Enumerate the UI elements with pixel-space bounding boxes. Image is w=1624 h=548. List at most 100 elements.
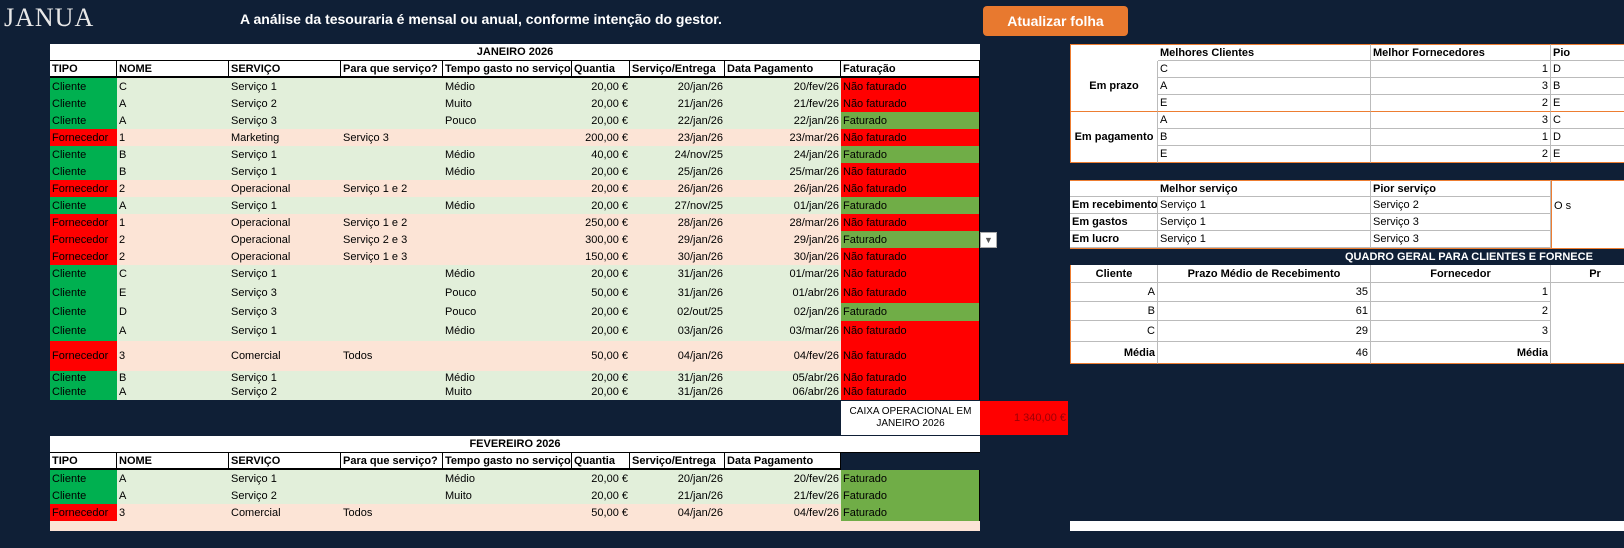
data-cell: [443, 504, 572, 521]
type-cell: Cliente: [50, 384, 117, 400]
data-cell: 25/jan/26: [630, 163, 725, 180]
data-cell: Serviço 1: [229, 371, 341, 384]
data-cell: 20,00 €: [572, 470, 630, 487]
data-cell: Serviço 2: [229, 487, 341, 504]
data-cell: Serviço 3: [229, 112, 341, 129]
data-cell: [443, 129, 572, 146]
data-cell: 23/mar/26: [725, 129, 841, 146]
data-cell: Médio: [443, 163, 572, 180]
service-cell: Serviço 1: [1158, 197, 1371, 214]
column-header: Melhores Clientes: [1158, 44, 1371, 61]
ranking-cell: D: [1551, 61, 1624, 78]
data-cell: 01/jan/26: [725, 197, 841, 214]
data-cell: [341, 197, 443, 214]
empty-row: [1070, 521, 1624, 531]
data-cell: [341, 487, 443, 504]
data-cell: A: [117, 112, 229, 129]
update-button[interactable]: Atualizar folha: [983, 6, 1128, 36]
type-cell: Fornecedor: [50, 248, 117, 265]
data-cell: 300,00 €: [572, 231, 630, 248]
data-cell: [341, 303, 443, 321]
data-cell: 3: [117, 504, 229, 521]
data-cell: 200,00 €: [572, 129, 630, 146]
data-cell: [341, 112, 443, 129]
data-cell: [443, 341, 572, 371]
service-cell: Serviço 3: [1371, 214, 1551, 231]
ranking-cell: 2: [1371, 95, 1551, 112]
data-cell: Médio: [443, 197, 572, 214]
data-cell: Serviço 2: [229, 384, 341, 400]
status-cell: Não faturado: [841, 265, 980, 283]
column-header: Serviço/Entrega: [630, 61, 725, 78]
data-cell: Médio: [443, 265, 572, 283]
column-header: Fornecedor: [1371, 265, 1551, 283]
data-cell: 04/fev/26: [725, 341, 841, 371]
type-cell: Cliente: [50, 321, 117, 341]
type-cell: Fornecedor: [50, 129, 117, 146]
type-cell: Cliente: [50, 265, 117, 283]
row-label: Em recebimento: [1070, 197, 1158, 214]
data-cell: Operacional: [229, 231, 341, 248]
data-cell: Médio: [443, 470, 572, 487]
data-cell: [341, 283, 443, 303]
data-cell: 1: [117, 129, 229, 146]
data-cell: 2: [117, 231, 229, 248]
data-cell: [341, 384, 443, 400]
data-cell: [443, 248, 572, 265]
panel-corner: [1070, 180, 1158, 197]
data-cell: 20,00 €: [572, 265, 630, 283]
data-cell: D: [117, 303, 229, 321]
dropdown-arrow[interactable]: ▼: [980, 232, 997, 248]
overview-title: QUADRO GERAL PARA CLIENTES E FORNECE: [1070, 248, 1624, 265]
subtitle: A análise da tesouraria é mensal ou anua…: [240, 11, 722, 27]
row-label: Em gastos: [1070, 214, 1158, 231]
data-cell: [443, 214, 572, 231]
data-cell: 04/fev/26: [725, 504, 841, 521]
column-header: Melhor serviço: [1158, 180, 1371, 197]
logo: JANUA: [4, 3, 95, 32]
data-cell: 250,00 €: [572, 214, 630, 231]
month-title: JANEIRO 2026: [50, 44, 980, 61]
type-cell: Cliente: [50, 303, 117, 321]
service-cell: Serviço 1: [1158, 214, 1371, 231]
status-cell: Não faturado: [841, 95, 980, 112]
data-cell: A: [117, 197, 229, 214]
data-cell: 21/fev/26: [725, 487, 841, 504]
status-cell: Não faturado: [841, 78, 980, 95]
data-cell: 04/jan/26: [630, 341, 725, 371]
data-cell: 27/nov/25: [630, 197, 725, 214]
column-header: Cliente: [1070, 265, 1158, 283]
status-cell: Faturado: [841, 112, 980, 129]
data-cell: A: [117, 487, 229, 504]
data-cell: 26/jan/26: [725, 180, 841, 197]
data-cell: [341, 146, 443, 163]
data-cell: 20,00 €: [572, 384, 630, 400]
data-cell: A: [117, 95, 229, 112]
data-cell: 20,00 €: [572, 95, 630, 112]
data-cell: [341, 95, 443, 112]
data-cell: 03/mar/26: [725, 321, 841, 341]
data-cell: A: [117, 470, 229, 487]
status-cell: Faturado: [841, 487, 980, 504]
data-cell: 20,00 €: [572, 321, 630, 341]
type-cell: Fornecedor: [50, 504, 117, 521]
data-cell: [443, 231, 572, 248]
data-cell: [341, 78, 443, 95]
type-cell: Fornecedor: [50, 341, 117, 371]
data-cell: Serviço 1: [229, 470, 341, 487]
column-header: Pr: [1551, 265, 1624, 283]
column-header: Prazo Médio de Recebimento: [1158, 265, 1371, 283]
ranking-cell: C: [1551, 112, 1624, 129]
ranking-cell: 1: [1371, 129, 1551, 146]
data-cell: Médio: [443, 78, 572, 95]
status-cell: Não faturado: [841, 163, 980, 180]
data-cell: 31/jan/26: [630, 283, 725, 303]
ranking-cell: B: [1158, 129, 1371, 146]
data-cell: 31/jan/26: [630, 371, 725, 384]
service-cell: Serviço 1: [1158, 231, 1371, 248]
data-cell: Operacional: [229, 248, 341, 265]
data-cell: Todos: [341, 504, 443, 521]
data-cell: 20,00 €: [572, 163, 630, 180]
data-cell: Comercial: [229, 341, 341, 371]
ranking-cell: A: [1158, 112, 1371, 129]
